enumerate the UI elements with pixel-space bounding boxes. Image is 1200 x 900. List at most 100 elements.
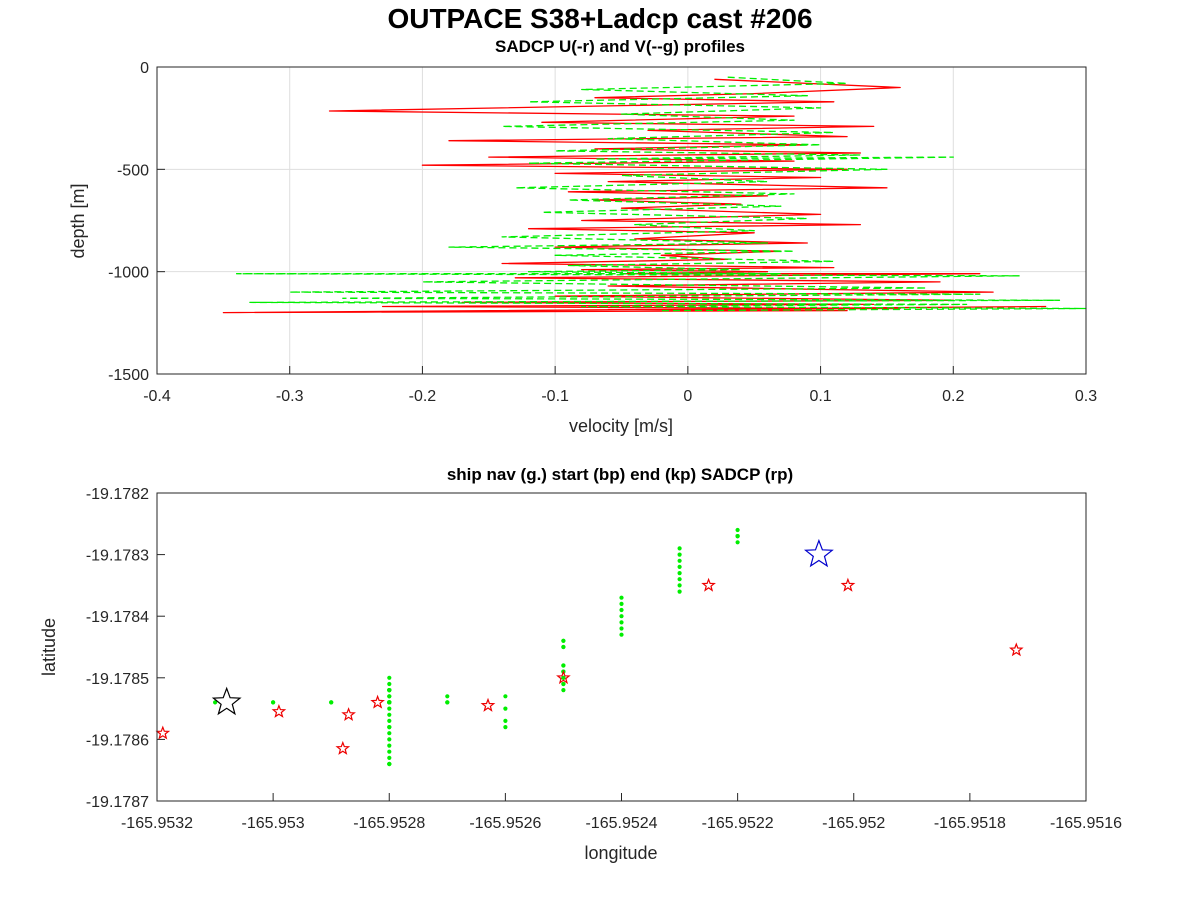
ship-nav-point <box>329 700 334 705</box>
profile-axes-box <box>156 66 1087 375</box>
figure-title: OUTPACE S38+Ladcp cast #206 <box>387 3 812 34</box>
ship-nav-point <box>677 552 682 557</box>
ship-nav-point <box>619 626 624 631</box>
ship-nav-point <box>387 675 392 680</box>
profile-xtick-label: 0.2 <box>942 388 964 405</box>
ship-nav-point <box>677 577 682 582</box>
profile-ylabel: depth [m] <box>68 183 88 258</box>
nav-xtick-label: -165.953 <box>242 815 305 832</box>
sadcp-point <box>1009 642 1024 657</box>
ship-nav-point <box>561 644 566 650</box>
ship-nav-point <box>677 546 682 551</box>
profile-ytick-label: 0 <box>140 60 149 77</box>
sadcp-point <box>556 670 571 685</box>
ship-nav-point <box>387 700 392 705</box>
profile-xtick-label: 0.3 <box>1075 388 1097 405</box>
profile-xtick-label: -0.3 <box>276 388 304 405</box>
nav-xtick-label: -165.9522 <box>702 815 774 832</box>
ship-nav-point <box>503 706 508 711</box>
ship-nav-point <box>619 601 624 607</box>
ship-nav-point <box>677 558 682 563</box>
ship-nav-point <box>561 638 566 643</box>
ship-nav-point <box>619 614 624 619</box>
nav-plot-area <box>157 493 1086 801</box>
ship-nav-point <box>387 706 392 711</box>
profile-lines <box>222 76 1087 314</box>
ship-nav-point <box>271 700 276 705</box>
nav-xtick-label: -165.952 <box>822 815 885 832</box>
ship-nav-point <box>387 737 392 742</box>
profile-xtick-label: 0 <box>683 388 692 405</box>
v-velocity-line <box>235 76 1087 312</box>
ship-nav-point <box>619 620 624 625</box>
ship-nav-point <box>387 749 392 754</box>
ship-nav-point <box>387 743 392 748</box>
nav-xtick-label: -165.9526 <box>469 815 541 832</box>
ship-nav-point <box>445 694 450 699</box>
ship-nav-point <box>387 681 392 687</box>
profile-xtick-label: -0.4 <box>143 388 171 405</box>
ship-nav-point <box>561 663 566 668</box>
profile-xtick-label: -0.2 <box>409 388 437 405</box>
profile-xtick-label: -0.1 <box>541 388 569 405</box>
ship-nav-point <box>561 681 566 687</box>
nav-ytick-label: -19.1783 <box>86 548 149 565</box>
nav-xtick-label: -165.9524 <box>585 815 657 832</box>
ship-nav-point <box>735 540 740 545</box>
end-marker <box>211 686 242 716</box>
ship-nav-point <box>677 583 682 588</box>
nav-xtick-label: -165.9532 <box>121 815 193 832</box>
profile-xlabel: velocity [m/s] <box>569 416 673 436</box>
velocity-profile-panel: SADCP U(-r) and V(--g) profiles -0.4 -0.3… <box>68 37 1097 436</box>
ship-nav-point <box>677 571 682 576</box>
nav-ytick-label: -19.1782 <box>86 486 149 503</box>
nav-xtick-label: -165.9516 <box>1050 815 1122 832</box>
nav-xtick-label: -165.9528 <box>353 815 425 832</box>
ship-nav-point <box>561 688 566 693</box>
profile-subtitle: SADCP U(-r) and V(--g) profiles <box>495 37 745 56</box>
ship-nav-point <box>677 564 682 570</box>
ship-nav-point <box>619 595 624 600</box>
ship-nav-point <box>387 725 392 730</box>
profile-ticks: -0.4 -0.3 -0.2 -0.1 0 0.1 0.2 0.3 -1500 -1000 -500… <box>108 60 1097 405</box>
sadcp-point <box>341 707 356 721</box>
nav-ytick-label: -19.1785 <box>86 671 149 688</box>
ship-nav-point <box>503 725 508 730</box>
sadcp-point <box>370 694 385 709</box>
ship-nav-point <box>387 718 392 724</box>
ship-nav-point <box>387 761 392 767</box>
nav-ytick-label: -19.1786 <box>86 732 149 749</box>
sadcp-point <box>335 740 351 755</box>
nav-xlabel: longitude <box>584 843 657 863</box>
sadcp-point <box>155 725 171 740</box>
nav-ytick-label: -19.1787 <box>86 794 149 811</box>
profile-xtick-label: 0.1 <box>809 388 831 405</box>
ship-nav-point <box>387 694 392 699</box>
ship-nav-point <box>503 718 508 724</box>
ship-nav-point <box>561 675 566 680</box>
ship-nav-point <box>735 534 740 539</box>
sadcp-point <box>701 577 716 592</box>
ship-nav-point <box>735 527 740 533</box>
ship-nav-point <box>387 712 392 717</box>
profile-ytick-label: -1000 <box>108 265 149 282</box>
ship-nav-point <box>387 688 392 693</box>
profile-ytick-label: -1500 <box>108 367 149 384</box>
sadcp-point <box>271 703 287 718</box>
nav-ytick-label: -19.1784 <box>86 609 149 626</box>
ship-nav-point <box>213 700 218 705</box>
ship-nav-point <box>387 755 392 761</box>
nav-ticks: -165.9532 -165.953 -165.9528 -165.9526 -165.… <box>86 486 1122 832</box>
nav-ylabel: latitude <box>39 618 59 676</box>
profile-ytick-label: -500 <box>117 162 149 179</box>
ship-nav-point <box>445 700 450 705</box>
ship-nav-point <box>387 731 392 736</box>
nav-subtitle: ship nav (g.) start (bp) end (kp) SADCP … <box>447 465 793 484</box>
nav-xtick-label: -165.9518 <box>934 815 1006 832</box>
ship-nav-point <box>619 632 624 637</box>
ship-nav-point <box>619 607 624 613</box>
ship-nav-point <box>677 589 682 594</box>
sadcp-point <box>480 697 496 712</box>
ship-nav-point <box>503 694 508 699</box>
